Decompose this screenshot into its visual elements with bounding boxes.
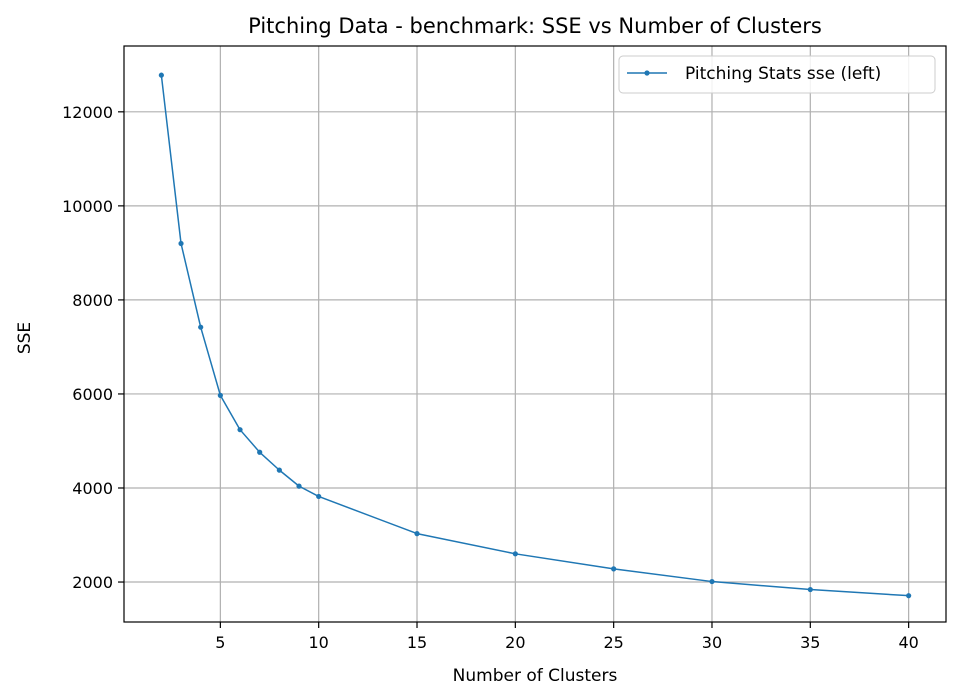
y-tick-label: 8000 [72, 291, 113, 310]
data-point [276, 467, 282, 473]
x-tick-label: 35 [800, 633, 820, 652]
data-point [257, 449, 263, 455]
data-point [178, 240, 184, 247]
grid-layer [124, 46, 946, 622]
data-point [906, 593, 912, 599]
x-tick-label: 10 [309, 633, 329, 652]
x-tick-label: 25 [603, 633, 623, 652]
legend-entry-label: Pitching Stats sse (left) [685, 64, 881, 84]
x-axis-label: Number of Clusters [453, 666, 618, 686]
x-tick-label: 20 [505, 633, 525, 652]
tick-layer: 5 10 15 20 25 30 35 40 2000 4000 6000 8000 10000 1200… [62, 103, 919, 652]
legend-marker-swatch [644, 70, 650, 76]
data-point [217, 392, 223, 398]
y-tick-label: 12000 [62, 103, 113, 122]
data-point [198, 324, 204, 330]
data-point [709, 578, 715, 585]
x-tick-label: 5 [215, 633, 225, 652]
x-tick-label: 15 [407, 633, 427, 652]
y-axis-label: SSE [15, 322, 35, 354]
y-tick-label: 10000 [62, 197, 113, 216]
legend: Pitching Stats sse (left) [618, 55, 936, 94]
x-tick-label: 40 [898, 633, 918, 652]
plot-frame [123, 45, 947, 623]
y-tick-label: 6000 [72, 385, 113, 404]
data-point [158, 72, 164, 78]
data-point [237, 427, 243, 433]
y-tick-label: 4000 [72, 479, 113, 498]
x-tick-label: 30 [702, 633, 722, 652]
series-layer [158, 72, 912, 599]
data-point [414, 531, 420, 537]
y-tick-label: 2000 [72, 573, 113, 592]
data-point [316, 493, 322, 500]
data-point [296, 483, 302, 489]
data-point [611, 566, 617, 572]
chart-title: Pitching Data - benchmark: SSE vs Number… [248, 14, 822, 38]
data-point [807, 586, 813, 593]
legend-box [618, 55, 936, 94]
data-point [512, 551, 518, 557]
